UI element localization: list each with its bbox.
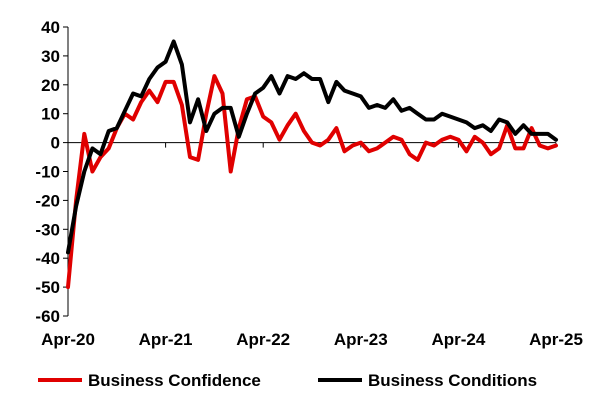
- series-line-business-confidence: [66, 74, 558, 290]
- legend: Business Confidence Business Conditions: [38, 371, 537, 390]
- y-tick-label: -60: [35, 307, 60, 326]
- y-tick-label: -20: [35, 191, 60, 210]
- x-tick-label: Apr-20: [41, 330, 95, 349]
- y-tick-label: -30: [35, 220, 60, 239]
- y-tick-label: -50: [35, 278, 60, 297]
- x-tick-label: Apr-24: [431, 330, 485, 349]
- x-axis: Apr-20 Apr-21 Apr-22 Apr-23 Apr-24 Apr-25: [41, 142, 583, 349]
- x-tick-label: Apr-21: [139, 330, 193, 349]
- legend-label-business-conditions: Business Conditions: [368, 371, 537, 390]
- y-tick-label: -10: [35, 163, 60, 182]
- y-tick-label: 10: [41, 105, 60, 124]
- y-tick-label: 40: [41, 18, 60, 37]
- x-tick-label: Apr-22: [236, 330, 290, 349]
- legend-label-business-confidence: Business Confidence: [88, 371, 261, 390]
- x-tick-label: Apr-23: [334, 330, 388, 349]
- y-tick-label: 20: [41, 76, 60, 95]
- y-axis: 40 30 20 10 0 -10 -20 -30 -40 -50 -60: [35, 18, 69, 326]
- y-tick-label: 30: [41, 47, 60, 66]
- x-tick-label: Apr-25: [529, 330, 583, 349]
- series-layer: [66, 39, 558, 290]
- y-tick-label: -40: [35, 249, 60, 268]
- y-tick-label: 0: [51, 134, 60, 153]
- series-line-business-conditions: [66, 39, 558, 255]
